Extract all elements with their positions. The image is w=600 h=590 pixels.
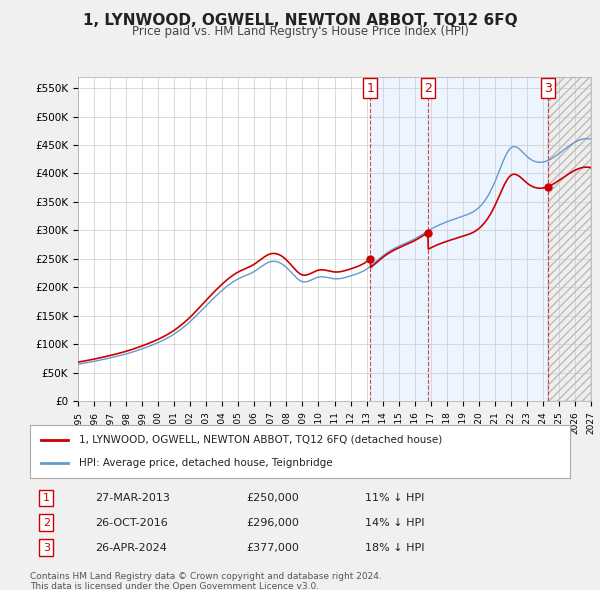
Text: 2: 2	[43, 518, 50, 528]
Text: 1, LYNWOOD, OGWELL, NEWTON ABBOT, TQ12 6FQ: 1, LYNWOOD, OGWELL, NEWTON ABBOT, TQ12 6…	[83, 13, 517, 28]
Text: 3: 3	[544, 81, 552, 94]
Text: 11% ↓ HPI: 11% ↓ HPI	[365, 493, 424, 503]
Bar	[428, 77, 548, 401]
Bar	[548, 77, 591, 401]
Text: HPI: Average price, detached house, Teignbridge: HPI: Average price, detached house, Teig…	[79, 458, 332, 468]
Text: 14% ↓ HPI: 14% ↓ HPI	[365, 518, 424, 528]
Text: 26-OCT-2016: 26-OCT-2016	[95, 518, 167, 528]
Text: 1: 1	[43, 493, 50, 503]
Text: This data is licensed under the Open Government Licence v3.0.: This data is licensed under the Open Gov…	[30, 582, 319, 590]
Text: 3: 3	[43, 543, 50, 552]
Text: 1: 1	[367, 81, 374, 94]
Text: £250,000: £250,000	[246, 493, 299, 503]
Text: £377,000: £377,000	[246, 543, 299, 552]
Text: £296,000: £296,000	[246, 518, 299, 528]
Text: 1, LYNWOOD, OGWELL, NEWTON ABBOT, TQ12 6FQ (detached house): 1, LYNWOOD, OGWELL, NEWTON ABBOT, TQ12 6…	[79, 435, 442, 445]
Text: 26-APR-2024: 26-APR-2024	[95, 543, 167, 552]
Text: Price paid vs. HM Land Registry's House Price Index (HPI): Price paid vs. HM Land Registry's House …	[131, 25, 469, 38]
Bar	[548, 77, 591, 401]
Text: 2: 2	[424, 81, 432, 94]
Text: 27-MAR-2013: 27-MAR-2013	[95, 493, 170, 503]
Bar	[370, 77, 428, 401]
Text: Contains HM Land Registry data © Crown copyright and database right 2024.: Contains HM Land Registry data © Crown c…	[30, 572, 382, 581]
Text: 18% ↓ HPI: 18% ↓ HPI	[365, 543, 424, 552]
